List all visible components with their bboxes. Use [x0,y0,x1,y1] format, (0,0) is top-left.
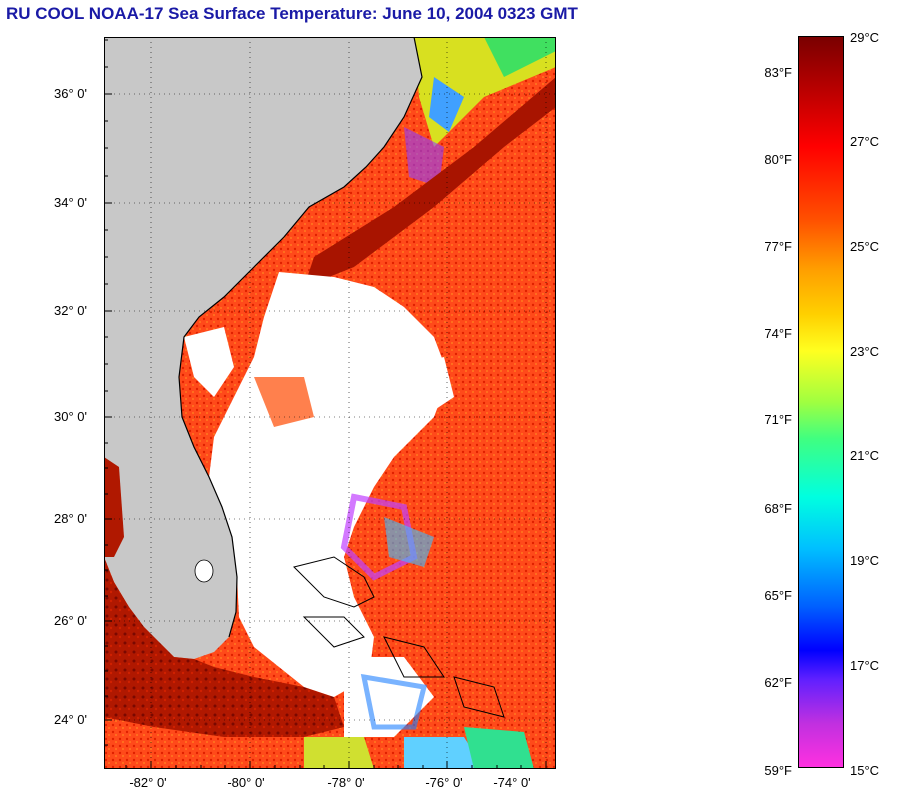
colorbar-gradient [799,37,843,767]
bahamas [293,556,375,608]
sst-map [104,37,556,769]
cb-c-19: 19°C [850,553,880,568]
map-canvas [104,37,556,769]
cb-f-68: 68°F [764,501,792,516]
cb-f-59: 59°F [764,763,792,778]
cb-c-15: 15°C [850,763,880,778]
page-title: RU COOL NOAA-17 Sea Surface Temperature:… [6,4,578,23]
cb-f-77: 77°F [764,239,792,254]
cb-c-17: 17°C [850,658,880,673]
cloud-edge [340,493,418,581]
lat-label-30: 30° 0' [54,409,87,424]
cb-c-23: 23°C [850,344,880,359]
cb-f-65: 65°F [764,588,792,603]
coastline [178,37,423,638]
cb-c-25: 25°C [850,239,880,254]
lon-label-78: -78° 0' [327,775,365,790]
lake [194,559,214,583]
cb-f-62: 62°F [764,675,792,690]
gulf-stream [304,77,556,287]
graticule [104,37,556,769]
gulf-warm [104,457,124,557]
lon-label-80: -80° 0' [227,775,265,790]
cb-c-29: 29°C [850,30,880,45]
lat-label-26: 26° 0' [54,613,87,628]
cb-f-80: 80°F [764,152,792,167]
lat-label-34: 34° 0' [54,195,87,210]
lat-label-32: 32° 0' [54,303,87,318]
lon-label-74: -74° 0' [493,775,531,790]
cb-f-71: 71°F [764,412,792,427]
map-frame [104,37,556,769]
colorbar [798,36,844,768]
cb-c-27: 27°C [850,134,880,149]
cb-c-21: 21°C [850,448,880,463]
lon-label-76: -76° 0' [425,775,463,790]
lat-label-36: 36° 0' [54,86,87,101]
lat-label-24: 24° 0' [54,712,87,727]
lat-label-28: 28° 0' [54,511,87,526]
cb-f-74: 74°F [764,326,792,341]
cb-f-83: 83°F [764,65,792,80]
lon-label-82: -82° 0' [129,775,167,790]
land [104,37,422,659]
